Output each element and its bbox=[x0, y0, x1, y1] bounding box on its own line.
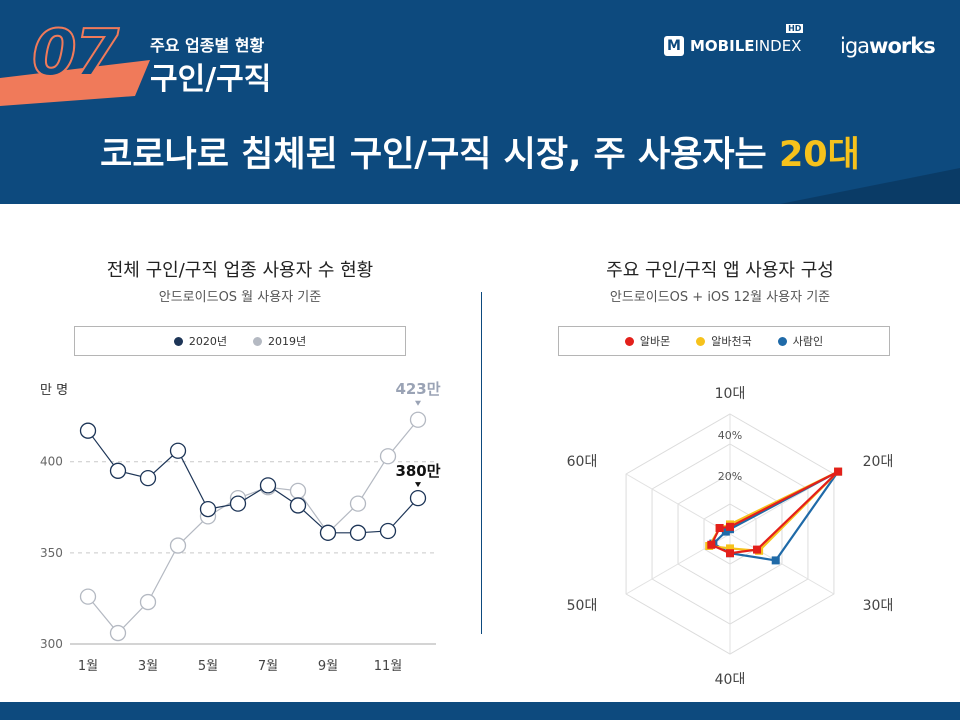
y-tick-label: 400 bbox=[40, 455, 63, 469]
radar-chart-title: 주요 구인/구직 앱 사용자 구성 bbox=[606, 260, 834, 281]
igaworks-logo: igaworks bbox=[840, 34, 936, 58]
headline-main: 코로나로 침체된 구인/구직 시장, 주 사용자는 bbox=[100, 135, 779, 175]
data-point-2019 bbox=[289, 482, 307, 500]
data-point-2020 bbox=[139, 469, 157, 487]
radar-spoke bbox=[729, 533, 835, 595]
legend-dot-2020 bbox=[173, 336, 183, 346]
radar-ring-label-20: 20% bbox=[718, 470, 742, 483]
data-point-2020 bbox=[169, 442, 187, 459]
radar-axis-label: 40대 bbox=[715, 672, 746, 684]
data-point-2020 bbox=[199, 500, 217, 518]
mobileindex-m-icon: M bbox=[664, 36, 684, 56]
data-point-2019 bbox=[379, 448, 397, 465]
data-point-2019 bbox=[139, 593, 157, 611]
series-line-2020 bbox=[87, 430, 419, 534]
data-point-2020 bbox=[289, 497, 307, 514]
legend-dot-albamon bbox=[624, 336, 634, 346]
header-banner: 07 주요 업종별 현황 구인/구직 M MOBILE INDEX HD iga… bbox=[0, 0, 960, 204]
mobileindex-logo-text-2: INDEX bbox=[754, 37, 802, 55]
y-tick-label: 350 bbox=[40, 546, 63, 560]
headline-highlight: 20대 bbox=[778, 135, 860, 175]
legend-item-albacheonguk: 알바천국 bbox=[696, 333, 752, 349]
radar-point-albamon bbox=[834, 467, 843, 476]
data-point-2020 bbox=[259, 477, 277, 494]
footer-bar bbox=[0, 702, 960, 720]
radar-point-albamon bbox=[726, 549, 734, 558]
x-tick-label: 9월 bbox=[318, 659, 338, 674]
legend-dot-albacheonguk bbox=[696, 336, 706, 346]
data-point-2019 bbox=[349, 495, 367, 512]
radar-point-albamon bbox=[726, 522, 734, 531]
data-point-2020 bbox=[349, 524, 367, 541]
y-tick-label: 300 bbox=[40, 637, 63, 651]
radar-axis-label: 20대 bbox=[863, 454, 894, 470]
legend-label-albacheonguk: 알바천국 bbox=[711, 335, 752, 348]
x-tick-label: 7월 bbox=[258, 659, 278, 674]
x-tick-label: 3월 bbox=[138, 659, 158, 674]
legend-dot-2019 bbox=[253, 336, 262, 346]
line-chart-title: 전체 구인/구직 업종 사용자 수 현황 bbox=[106, 260, 374, 281]
data-point-2020 bbox=[109, 462, 127, 479]
legend-label-2019: 2019년 bbox=[268, 335, 307, 348]
annotation-2020-arrow bbox=[415, 482, 421, 488]
radar-point-albamon bbox=[707, 540, 716, 549]
radar-chart: 20% 40% 10대 20대 30대 40대 50대 60대 bbox=[567, 386, 894, 684]
legend-label-2020: 2020년 bbox=[188, 335, 227, 348]
radar-spoke bbox=[625, 473, 731, 535]
radar-point-albamon bbox=[715, 524, 724, 532]
legend-item-2020: 2020년 bbox=[173, 333, 227, 349]
data-point-2020 bbox=[319, 524, 337, 541]
series-line-2019 bbox=[87, 419, 419, 634]
section-subtitle: 주요 업종별 현황 bbox=[150, 36, 265, 55]
x-tick-label: 11월 bbox=[374, 659, 403, 674]
center-divider bbox=[481, 292, 482, 634]
y-axis-label: 만 명 bbox=[40, 383, 68, 398]
radar-series-albacheonguk bbox=[707, 470, 839, 552]
line-chart-subtitle: 안드로이드OS 월 사용자 기준 bbox=[158, 290, 322, 305]
radar-axis-label: 10대 bbox=[715, 386, 746, 402]
mobileindex-logo-text-1: MOBILE bbox=[690, 37, 755, 55]
mobileindex-logo: M MOBILE INDEX HD bbox=[664, 24, 804, 56]
radar-ring-label-40: 40% bbox=[718, 429, 742, 442]
data-point-2019 bbox=[79, 588, 97, 605]
radar-chart-subtitle: 안드로이드OS + iOS 12월 사용자 기준 bbox=[609, 290, 831, 305]
radar-point-saramin bbox=[771, 556, 780, 565]
line-chart: 만 명 300 350 400 1월 3월 5월 7월 9월 11월 423만 380만 bbox=[40, 380, 441, 674]
data-point-2020 bbox=[409, 490, 427, 507]
legend-item-2019: 2019년 bbox=[253, 333, 306, 349]
radar-point-saramin bbox=[721, 527, 730, 536]
radar-axis-label: 50대 bbox=[567, 598, 598, 614]
radar-axis-label: 60대 bbox=[567, 454, 598, 470]
radar-point-albacheonguk bbox=[726, 544, 734, 553]
annotation-2020-last: 380만 bbox=[395, 462, 440, 480]
headline: 코로나로 침체된 구인/구직 시장, 주 사용자는 20대 bbox=[0, 126, 960, 177]
legend-label-saramin: 사람인 bbox=[792, 335, 824, 348]
data-point-2019 bbox=[109, 624, 127, 642]
data-point-2019 bbox=[409, 411, 427, 428]
radar-point-albamon bbox=[753, 545, 762, 554]
igaworks-logo-text-2: works bbox=[869, 34, 936, 58]
data-point-2020 bbox=[229, 495, 247, 512]
section-number: 07 bbox=[31, 17, 120, 91]
legend-item-saramin: 사람인 bbox=[777, 333, 824, 349]
igaworks-logo-text-1: iga bbox=[840, 34, 870, 58]
section-title: 구인/구직 bbox=[150, 62, 272, 97]
x-tick-label: 1월 bbox=[78, 659, 98, 674]
legend-label-albamon: 알바몬 bbox=[639, 335, 671, 348]
radar-chart-legend: 알바몬 알바천국 사람인 bbox=[558, 326, 890, 356]
x-tick-label: 5월 bbox=[198, 659, 218, 674]
legend-item-albamon: 알바몬 bbox=[624, 333, 671, 349]
header-decoration bbox=[0, 60, 960, 204]
data-point-2020 bbox=[79, 422, 97, 439]
legend-dot-saramin bbox=[777, 336, 787, 346]
annotation-2019-arrow bbox=[415, 400, 421, 406]
data-point-2019 bbox=[169, 537, 187, 554]
mobileindex-hd-badge: HD bbox=[786, 24, 804, 33]
line-chart-legend: 2020년 2019년 bbox=[74, 326, 406, 356]
annotation-2019-peak: 423만 bbox=[395, 380, 440, 398]
data-point-2020 bbox=[379, 522, 397, 540]
radar-axis-label: 30대 bbox=[863, 598, 894, 614]
